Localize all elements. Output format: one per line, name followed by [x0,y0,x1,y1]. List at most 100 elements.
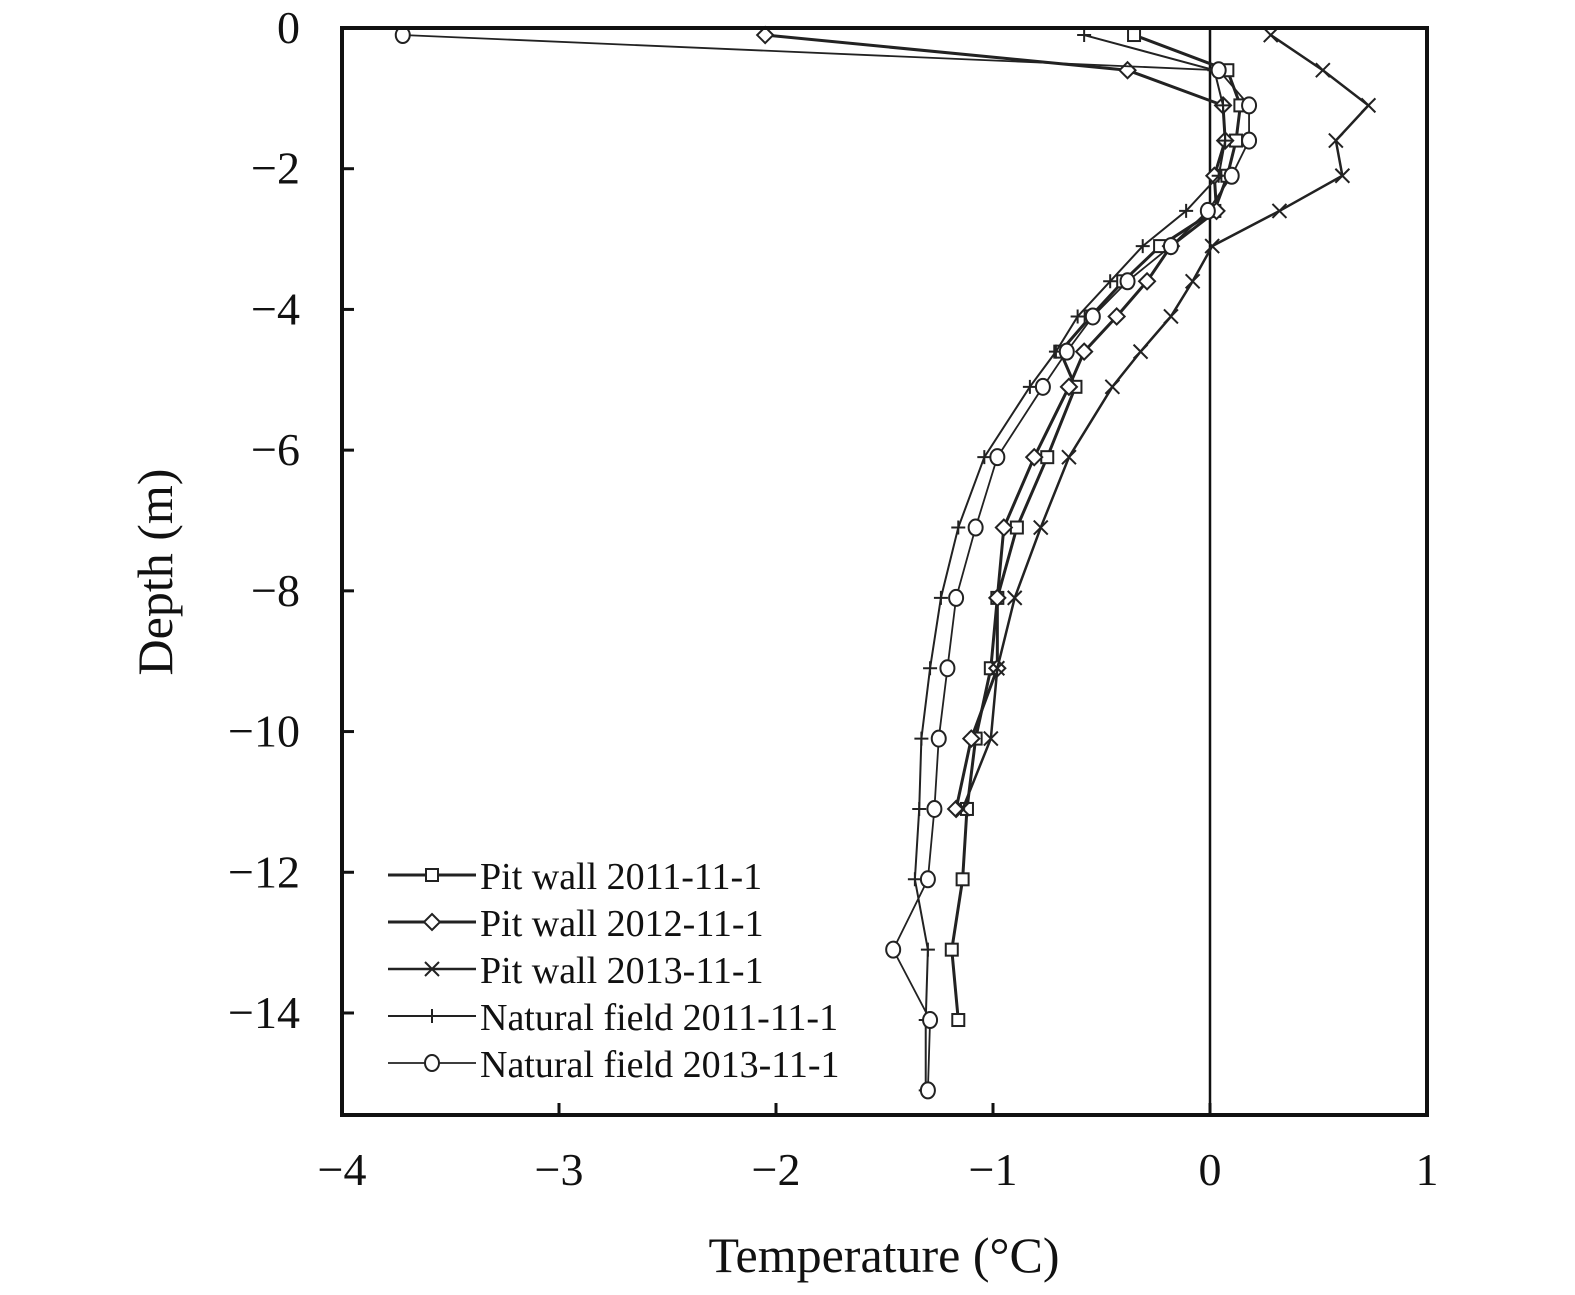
plus-marker [1103,274,1118,289]
plus-marker [914,731,929,746]
plus-marker [1179,203,1194,218]
y-tick-label: −8 [251,565,300,616]
circle-marker [1223,166,1240,185]
plus-marker [1022,379,1037,394]
diamond-marker [755,25,775,45]
legend-item: Pit wall 2013-11-1 [388,950,764,992]
x-marker [1328,132,1344,149]
circle-marker [926,799,943,818]
circle-marker [1162,237,1179,256]
plus-marker [1218,133,1233,148]
circle-marker [1241,96,1258,115]
x-marker [424,961,440,977]
plus-marker [923,661,938,676]
diamond-marker [994,518,1014,537]
x-marker [1061,449,1077,465]
square-marker [1127,28,1142,43]
diamond-marker [1118,60,1137,80]
x-marker [1006,590,1023,606]
x-marker [1360,97,1377,114]
x-tick-label: −3 [535,1144,584,1195]
x-marker [1104,379,1121,395]
legend: Pit wall 2011-11-1 Pit wall 2012-11-1 Pit … [388,856,839,1086]
square-marker [951,1013,966,1028]
circle-marker [1119,272,1136,291]
circle-marker [1084,307,1101,326]
circle-marker [989,448,1006,467]
x-tick-label: −4 [318,1144,367,1195]
series-plus [907,28,1233,1098]
circle-marker [919,870,936,889]
legend-label: Pit wall 2012-11-1 [480,903,764,945]
y-axis-label: Depth (m) [127,469,183,676]
x-axis-label: Temperature (°C) [708,1227,1059,1283]
x-marker [1315,62,1331,78]
plus-marker [933,590,948,605]
plus-marker [912,801,927,816]
circle-marker [1241,131,1258,150]
diamond-marker [987,588,1007,608]
plus-marker [1135,239,1150,254]
diamond-marker [1059,377,1079,397]
circle-marker [930,729,947,748]
plus-marker [1077,28,1092,43]
x-marker [1184,273,1201,289]
square-marker [425,868,439,882]
y-tick-label: −14 [228,987,300,1038]
legend-label: Natural field 2013-11-1 [480,1044,839,1086]
x-marker [1263,27,1279,43]
legend-item: Natural field 2011-11-1 [388,997,838,1039]
y-tick-label: −4 [251,283,300,334]
x-marker [983,730,999,747]
legend-item: Natural field 2013-11-1 [388,1044,839,1086]
plus-marker [977,450,992,465]
series-layer [394,25,1377,1115]
x-tick-label: −2 [752,1144,801,1195]
plus-marker [920,942,935,957]
x-marker [1204,238,1220,254]
diamond-marker [946,799,966,819]
legend-label: Pit wall 2011-11-1 [480,856,762,898]
series-line [961,33,1371,810]
x-marker [1334,168,1351,184]
y-tick-label: −6 [251,424,300,475]
circle-marker [1210,61,1227,80]
diamond-marker [961,729,981,749]
square-marker [955,872,970,887]
plus-marker [1070,309,1085,324]
circle-marker [1199,201,1216,220]
x-marker [1271,203,1288,219]
y-tick-label: −2 [251,143,300,194]
legend-item: Pit wall 2012-11-1 [388,903,764,945]
series-circle [394,26,1258,1100]
y-tick-label: −10 [228,706,300,757]
circle-marker [1058,342,1075,361]
circle-marker [967,518,984,537]
circle-marker [939,659,956,678]
legend-label: Natural field 2011-11-1 [480,997,838,1039]
series-square [944,28,1248,1028]
legend-item: Pit wall 2011-11-1 [388,856,762,898]
circle-marker [922,1011,939,1030]
diamond-marker [422,912,442,932]
axes-layer: −4 −3 −2 −1 0 10−2−4−6−8−10−12−14 [228,2,1438,1195]
diamond-marker [1074,342,1094,362]
plus-marker [951,520,966,535]
circle-marker [1034,377,1051,396]
x-tick-label: −1 [969,1144,1018,1195]
x-marker [989,660,1006,676]
x-marker [954,801,971,817]
diamond-marker [1137,271,1157,291]
plus-marker [425,1009,439,1023]
plus-marker [1211,168,1226,183]
series-line [913,34,1227,1091]
x-tick-label: 1 [1416,1144,1439,1195]
plus-marker [907,872,922,887]
x-marker [1163,308,1179,325]
y-tick-label: 0 [277,2,300,53]
series-x [954,27,1377,817]
diamond-marker [1107,307,1127,326]
square-marker [944,942,959,957]
x-tick-label: 0 [1199,1144,1222,1195]
